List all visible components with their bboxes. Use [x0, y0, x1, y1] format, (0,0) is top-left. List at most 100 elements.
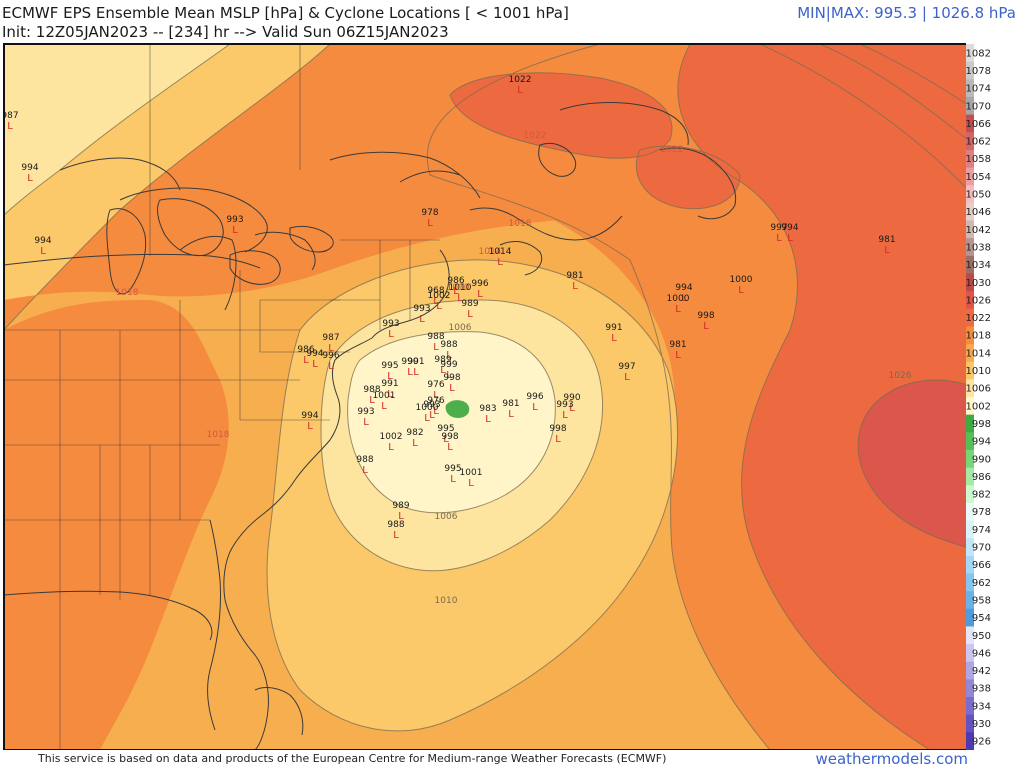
colorbar-swatch [966, 361, 974, 380]
colorbar-swatch [966, 414, 974, 433]
cyclone-pressure-label: 987 [322, 333, 339, 343]
colorbar-swatch [966, 467, 974, 486]
central-1002-band [347, 331, 556, 513]
contour-label: 1022 [509, 75, 532, 85]
colorbar-swatch [966, 96, 974, 116]
cyclone-pressure-label: 976 [427, 396, 444, 406]
colorbar-swatch [966, 591, 974, 610]
nw-1006-band [4, 44, 230, 215]
colorbar-label: 1078 [966, 66, 991, 77]
colorbar-label: 1066 [966, 119, 991, 130]
colorbar-label: 1054 [966, 172, 991, 183]
low-symbol: L [363, 417, 369, 428]
colorbar-swatch [966, 379, 974, 398]
cyclone-pressure-label: 997 [618, 362, 635, 372]
contour-label: 1018 [509, 219, 532, 229]
cyclone-pressure-label: 993 [423, 400, 440, 410]
cyclone-pressure-label: 991 [381, 379, 398, 389]
colorbar-swatch [966, 714, 974, 733]
low-symbol: L [572, 281, 578, 292]
colorbar-label: 954 [972, 613, 991, 624]
cyclone-pressure-label: 993 [413, 304, 430, 314]
low-symbol: L [303, 355, 309, 366]
colorbar-swatch [966, 644, 974, 663]
colorbar-swatch [966, 520, 974, 539]
cyclone-pressure-label: 988 [440, 340, 457, 350]
colorbar-label: 1018 [966, 331, 991, 342]
north-1022-cell [450, 72, 672, 159]
low-symbol: L [497, 257, 503, 268]
contour-label: 1010 [435, 596, 458, 606]
colorbar-label: 982 [972, 490, 991, 501]
low-symbol: L [398, 511, 404, 522]
cyclone-pressure-label: 998 [549, 424, 566, 434]
contour-label: 1014 [479, 247, 502, 257]
colorbar-label: 926 [972, 737, 991, 748]
low-symbol: L [624, 372, 630, 383]
coastlines [4, 102, 737, 750]
cyclone-pressure-label: 981 [502, 399, 519, 409]
cyclone-pressure-label: 990 [401, 357, 418, 367]
colorbar-swatch [966, 502, 974, 522]
contour-labels: 1022 1022 1022 1018 1018 1018 1014 1010 1006 1006… [116, 75, 912, 606]
low-symbol: L [443, 434, 449, 445]
colorbar-label: 1074 [966, 84, 991, 95]
contour-label: 1026 [889, 371, 912, 381]
low-symbol: L [232, 225, 238, 236]
cyclone-pressure-label: 995 [444, 464, 461, 474]
colorbar-label: 998 [972, 419, 991, 430]
colorbar-swatch [966, 661, 974, 680]
map-title: ECMWF EPS Ensemble Mean MSLP [hPa] & Cyc… [2, 4, 569, 22]
cyclone-pressure-label: 999 [440, 360, 457, 370]
low-symbol: L [485, 414, 491, 425]
colorbar-swatch [966, 149, 974, 169]
contour-label: 1018 [116, 288, 139, 298]
low-symbol: L [675, 350, 681, 361]
low-symbol: L [407, 367, 413, 378]
isobar-lines [4, 44, 966, 750]
cyclone-pressure-label: 986 [297, 345, 314, 355]
cyclone-pressure-label: 995 [437, 424, 454, 434]
colorbar-swatch [966, 238, 974, 257]
low-symbol: L [447, 442, 453, 453]
cyclone-pressure-label: 998 [441, 432, 458, 442]
cyclone-pressure-label: 981 [878, 235, 895, 245]
min-max-readout: MIN|MAX: 995.3 | 1026.8 hPa [797, 4, 1016, 22]
colorbar-swatch [966, 167, 974, 186]
low-symbol: L [453, 286, 459, 297]
contour-label: 1010 [447, 283, 470, 293]
colorbar-swatch [966, 44, 974, 63]
cyclone-pressure-label: 988 [427, 332, 444, 342]
colorbar-label: 1002 [966, 401, 991, 412]
low-symbol: L [450, 474, 456, 485]
low-symbol: L [369, 395, 375, 406]
colorbar-swatch [966, 432, 974, 451]
low-symbol: L [457, 293, 463, 304]
low-symbol: L [436, 301, 442, 312]
brand-link[interactable]: weathermodels.com [815, 750, 968, 768]
colorbar-swatch [966, 573, 974, 592]
cyclone-pressure-label: 994 [675, 283, 692, 293]
low-symbol: L [477, 289, 483, 300]
